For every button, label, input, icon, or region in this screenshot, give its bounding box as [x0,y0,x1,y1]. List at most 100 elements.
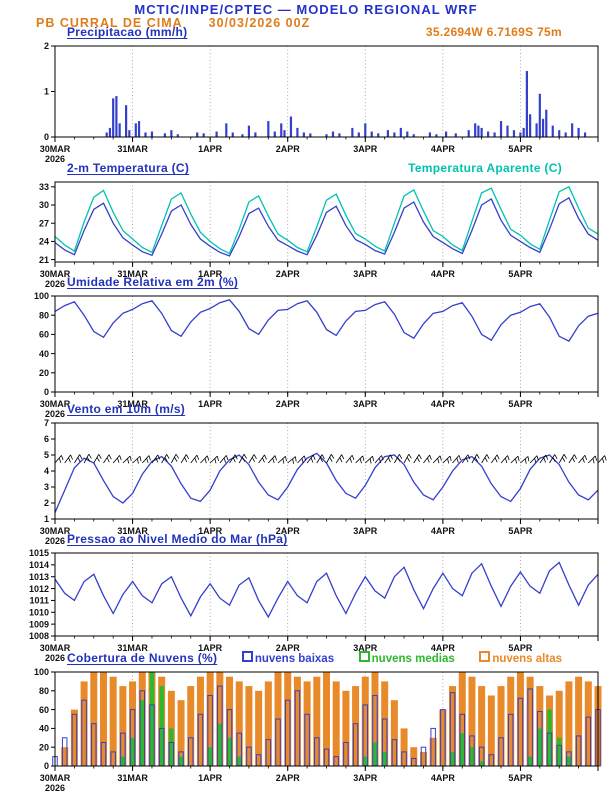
axis-label: 80 [39,310,49,320]
chart-title-vento: Vento em 10m (m/s) [67,402,186,416]
legend-item-2: nuvens altas [479,651,562,665]
axis-label: 33 [39,182,49,192]
axis-label: 2026 [45,783,65,792]
axis-label: 30MAR [40,643,71,653]
axis-label: 5APR [508,526,533,536]
axis-label: 2APR [276,643,301,653]
axis-label: 30MAR [40,269,71,279]
axis-label: 1APR [198,399,223,409]
axis-label: 5APR [508,399,533,409]
axis-label: 0 [44,761,49,771]
axis-label: 30MAR [40,399,71,409]
axis-label: 2026 [45,653,65,663]
axis-label: 31MAR [117,526,148,536]
axis-label: 27 [39,218,49,228]
axis-label: 1APR [198,526,223,536]
axis-label: 3 [44,482,49,492]
axis-label: 5APR [508,773,533,783]
chart-title-pressao: Pressao ao Nivel Medio do Mar (hPa) [67,532,288,546]
panel-title-row-vento: Vento em 10m (m/s) [55,402,598,416]
axis-label: 40 [39,349,49,359]
axis-label: 5APR [508,643,533,653]
axis-label: 3APR [353,526,378,536]
axis-label: 2APR [276,526,301,536]
chart-title-umidade: Umidade Relativa em 2m (%) [67,275,239,289]
axis-label: 0 [44,132,49,142]
axis-label: 4APR [431,526,456,536]
axis-label: 30MAR [40,773,71,783]
axis-label: 2APR [276,144,301,154]
axis-label: 31MAR [117,643,148,653]
panel-title-row-pressao: Pressao ao Nivel Medio do Mar (hPa) [55,532,598,546]
axis-label: 30MAR [40,526,71,536]
axis-label: 1014 [29,560,49,570]
axis-label: 4APR [431,643,456,653]
legend-swatch-icon [479,651,491,662]
panel-title-row-precipitacao: Precipitacao (mm/h) 35.2694W 6.7169S 75m [55,25,598,39]
axis-label: 1APR [198,643,223,653]
panel-title-row-umidade: Umidade Relativa em 2m (%) [55,275,598,289]
axis-label: 1012 [29,584,49,594]
run-time: 30/03/2026 00Z [208,16,311,30]
axis-label: 80 [39,686,49,696]
axis-label: 31MAR [117,773,148,783]
axis-label: 1013 [29,572,49,582]
chart-title-nuvens: Cobertura de Nuvens (%) [67,651,218,665]
axis-label: 0 [44,387,49,397]
legend-swatch-icon [358,651,370,662]
station-run-line: PB CURRAL DE CIMA 30/03/2026 00Z [36,16,310,30]
axis-label: 21 [39,255,49,265]
axis-label: 30MAR [40,144,71,154]
axis-label: 5 [44,450,49,460]
chart-title-temperatura: 2-m Temperatura (C) [67,161,190,175]
axis-label: 1 [44,87,49,97]
station-name: PB CURRAL DE CIMA [36,16,183,30]
axis-label: 2026 [45,154,65,164]
axis-label: 7 [44,418,49,428]
axis-label: 1010 [29,607,49,617]
axis-label: 1APR [198,144,223,154]
legend-item-0: nuvens baixas [241,651,334,665]
axis-label: 2026 [45,536,65,546]
chart-title-precipitacao: Precipitacao (mm/h) [67,25,188,39]
axis-label: 3APR [353,269,378,279]
axis-label: 60 [39,705,49,715]
axis-label: 24 [39,237,49,247]
panel-title-row-temperatura: 2-m Temperatura (C) Temperatura Aparente … [55,161,598,175]
axis-label: 20 [39,368,49,378]
axis-label: 2 [44,41,49,51]
axis-label: 3APR [353,144,378,154]
axis-label: 1008 [29,631,49,641]
axis-label: 100 [34,667,49,677]
axis-label: 2APR [276,399,301,409]
axis-label: 3APR [353,399,378,409]
axis-label: 30 [39,200,49,210]
axis-label: 20 [39,742,49,752]
axis-label: 31MAR [117,144,148,154]
axis-label: 4APR [431,144,456,154]
axis-label: 4 [44,466,49,476]
axis-label: 2APR [276,269,301,279]
secondary-series-label: Temperatura Aparente (C) [408,161,562,175]
axis-label: 5APR [508,269,533,279]
axis-label: 1011 [29,596,49,606]
panel-title-row-nuvens: Cobertura de Nuvens (%) nuvens baixas nuve… [55,651,598,665]
axis-label: 40 [39,724,49,734]
model-title: MCTIC/INPE/CPTEC — MODELO REGIONAL WRF [134,2,478,17]
axis-label: 2026 [45,409,65,419]
axis-label: 4APR [431,269,456,279]
legend-swatch-icon [241,651,253,662]
legend-item-1: nuvens medias [358,651,455,665]
axis-label: 2026 [45,279,65,289]
axis-label: 1009 [29,619,49,629]
axis-label: 5APR [508,144,533,154]
axis-label: 60 [39,330,49,340]
location-label: 35.2694W 6.7169S 75m [425,25,562,39]
axis-label: 4APR [431,773,456,783]
